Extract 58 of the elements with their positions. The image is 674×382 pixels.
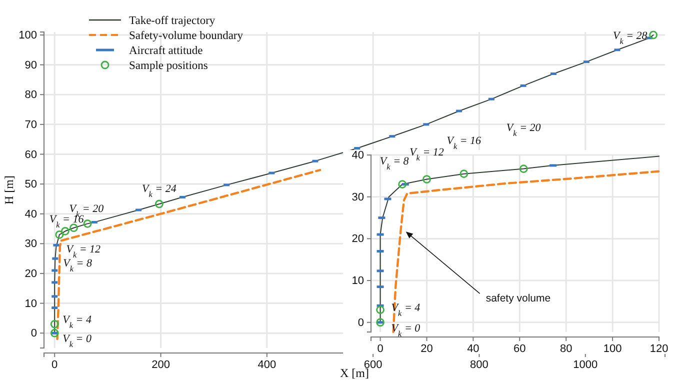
x-tick-label: 800 — [470, 358, 488, 371]
legend-label: Take-off trajectory — [129, 15, 216, 27]
x-tick-label: 80 — [560, 342, 572, 355]
x-tick-label: 100 — [603, 342, 622, 355]
annotation: V$_{k}$ = 0 — [62, 333, 92, 349]
y-tick-label: 0 — [30, 328, 37, 340]
point — [70, 224, 78, 232]
y-tick-label: 0 — [358, 316, 364, 329]
annotation: V$_{k}$ = 20 — [506, 122, 542, 138]
annotation: V$_{k}$ = 8 — [63, 258, 92, 274]
y-tick-label: 10 — [352, 275, 364, 288]
y-tick-label: 90 — [24, 59, 37, 72]
x-tick-label: 40 — [467, 342, 480, 355]
y-tick-label: 10 — [24, 298, 37, 310]
x-tick-label: 1000 — [573, 358, 598, 371]
y-tick-label: 70 — [24, 118, 37, 131]
annotation: V$_{k}$ = 24 — [142, 183, 177, 199]
annotation: V$_{k}$ = 16 — [446, 134, 482, 150]
x-tick-label: 0 — [52, 358, 58, 371]
annotation: V$_{k}$ = 28 — [612, 30, 648, 46]
x-tick-label: 400 — [258, 358, 276, 371]
point — [83, 219, 92, 228]
annotation: V$_{k}$ = 12 — [410, 146, 444, 162]
point — [50, 328, 59, 338]
y-tick-label: 40 — [24, 208, 37, 220]
annotation: V$_{k}$ = 8 — [380, 155, 410, 171]
y-tick-label: 20 — [24, 268, 37, 280]
y-tick-label: 50 — [24, 178, 37, 191]
y-axis-title: H [m] — [2, 176, 16, 204]
point — [55, 230, 64, 239]
point — [519, 164, 528, 174]
x-tick-label: 200 — [152, 358, 170, 371]
y-tick-label: 100 — [18, 30, 37, 42]
annotation: safety volume — [486, 292, 551, 305]
y-tick-label: 60 — [24, 148, 37, 161]
point — [422, 175, 431, 184]
y-tick-label: 40 — [352, 150, 364, 162]
legend-label: Sample positions — [129, 60, 208, 72]
point — [398, 180, 407, 188]
point — [50, 320, 59, 328]
y-tick-label: 30 — [24, 238, 37, 250]
x-tick-label: 20 — [420, 342, 433, 355]
y-tick-label: 80 — [24, 89, 37, 102]
point — [61, 226, 70, 236]
legend-label: Safety-volume boundary — [129, 30, 244, 42]
x-tick-label: 60 — [514, 342, 526, 355]
point — [154, 200, 164, 208]
annotation: V$_{k}$ = 4 — [62, 314, 92, 330]
x-tick-label: 120 — [650, 342, 668, 355]
legend-label: Aircraft attitude — [129, 45, 203, 57]
point — [376, 306, 384, 314]
point — [460, 170, 468, 178]
x-tick-label: 0 — [377, 342, 384, 355]
y-tick-label: 20 — [352, 233, 364, 246]
y-tick-label: 30 — [352, 191, 364, 204]
point — [649, 30, 658, 40]
point — [376, 318, 384, 327]
annotation: V$_{k}$ = 12 — [66, 244, 102, 260]
